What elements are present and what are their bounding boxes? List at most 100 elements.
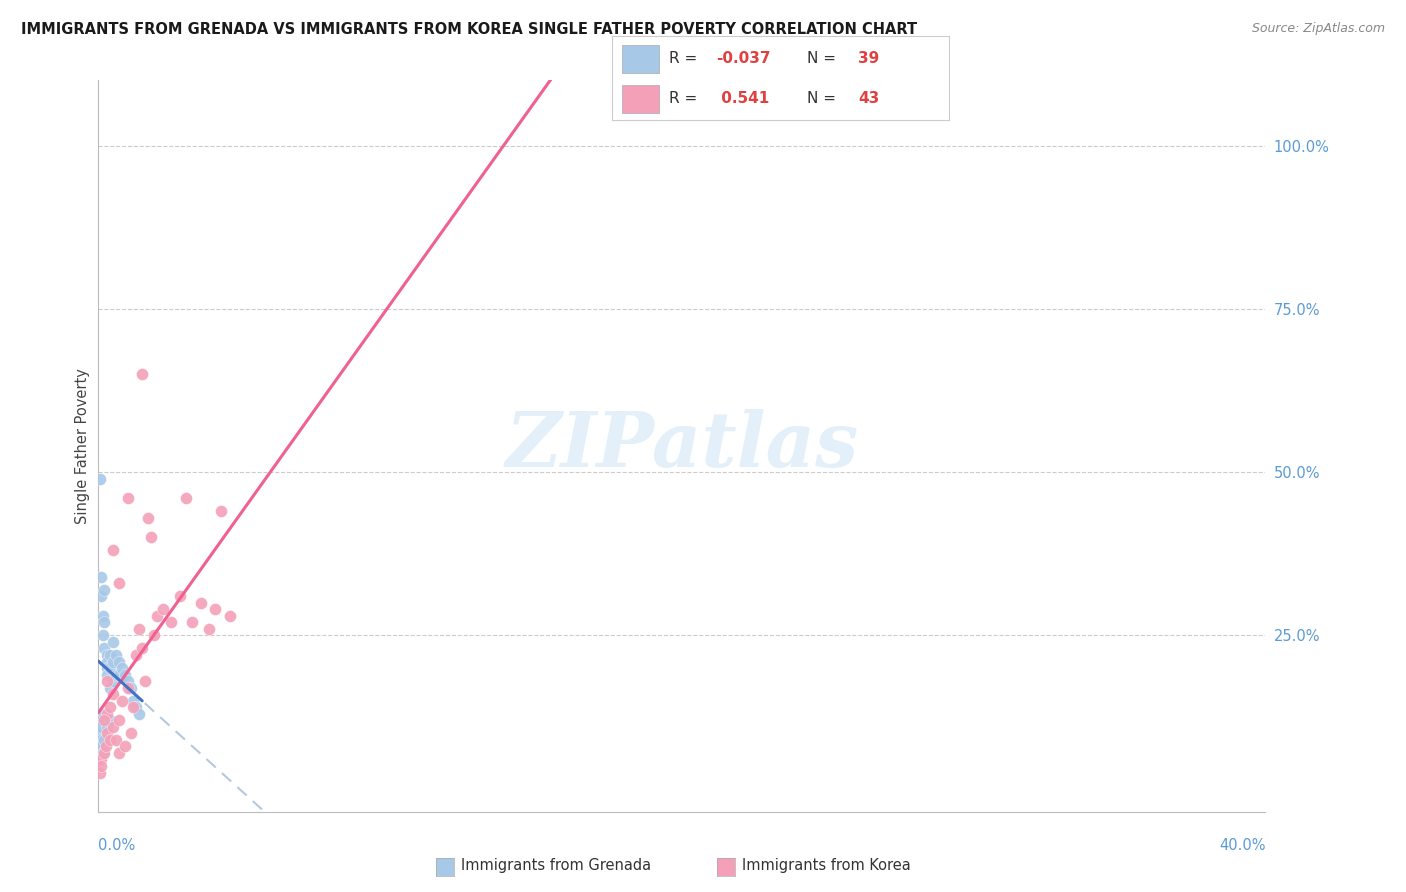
Point: [98, 732, 121, 747]
Point: [90, 759, 112, 773]
Point: [90, 589, 112, 603]
Text: Immigrants from Korea: Immigrants from Korea: [742, 858, 911, 872]
Point: [98, 700, 121, 714]
Point: [93, 706, 115, 721]
Point: [93, 732, 115, 747]
Point: [98, 714, 121, 728]
Point: [96, 720, 118, 734]
Point: [93, 582, 115, 597]
Point: [111, 694, 134, 708]
Point: [128, 622, 150, 636]
Text: Immigrants from Grenada: Immigrants from Grenada: [461, 858, 651, 872]
Text: ZIPatlas: ZIPatlas: [505, 409, 859, 483]
Text: R =: R =: [669, 52, 702, 67]
Point: [146, 608, 169, 623]
Point: [101, 720, 124, 734]
Point: [120, 681, 142, 695]
Y-axis label: Single Father Poverty: Single Father Poverty: [75, 368, 90, 524]
Text: IMMIGRANTS FROM GRENADA VS IMMIGRANTS FROM KOREA SINGLE FATHER POVERTY CORRELATI: IMMIGRANTS FROM GRENADA VS IMMIGRANTS FR…: [21, 22, 917, 37]
Point: [209, 504, 232, 518]
Point: [101, 674, 124, 689]
Point: [96, 674, 118, 689]
Point: [96, 661, 118, 675]
Point: [180, 615, 202, 630]
Point: [117, 491, 139, 506]
Point: [152, 602, 174, 616]
Point: [93, 746, 115, 760]
Text: -0.037: -0.037: [716, 52, 770, 67]
Point: [114, 667, 136, 681]
Point: [108, 714, 131, 728]
Point: [108, 667, 131, 681]
Point: [117, 674, 139, 689]
Point: [90, 569, 112, 583]
Text: 40.0%: 40.0%: [1219, 838, 1265, 853]
FancyBboxPatch shape: [621, 45, 659, 73]
Point: [142, 628, 165, 642]
Text: 43: 43: [858, 91, 879, 106]
Text: 39: 39: [858, 52, 879, 67]
Point: [96, 726, 118, 740]
Point: [90, 732, 112, 747]
Point: [90, 739, 112, 754]
Point: [91, 608, 114, 623]
Point: [104, 732, 127, 747]
Point: [98, 661, 121, 675]
Point: [190, 596, 212, 610]
Point: [125, 648, 148, 662]
Point: [120, 726, 142, 740]
Point: [98, 681, 121, 695]
Point: [134, 674, 156, 689]
Point: [91, 746, 114, 760]
Point: [108, 655, 131, 669]
Point: [89, 726, 111, 740]
Point: [169, 589, 191, 603]
Point: [114, 739, 136, 754]
Point: [108, 746, 131, 760]
Point: [101, 543, 124, 558]
Point: [204, 602, 226, 616]
Point: [125, 700, 148, 714]
Point: [131, 641, 153, 656]
Text: R =: R =: [669, 91, 707, 106]
Point: [96, 706, 118, 721]
Point: [198, 622, 221, 636]
Point: [90, 714, 112, 728]
Point: [91, 628, 114, 642]
Point: [101, 687, 124, 701]
Point: [128, 706, 150, 721]
Point: [90, 752, 112, 766]
Point: [101, 635, 124, 649]
Point: [104, 667, 127, 681]
Text: N =: N =: [807, 91, 841, 106]
Point: [218, 608, 240, 623]
Point: [96, 667, 118, 681]
Point: [98, 648, 121, 662]
Point: [93, 615, 115, 630]
Point: [96, 648, 118, 662]
Point: [89, 472, 111, 486]
Point: [89, 765, 111, 780]
Point: [90, 720, 112, 734]
Point: [122, 700, 145, 714]
Point: [96, 655, 118, 669]
Point: [136, 511, 159, 525]
Text: 0.541: 0.541: [716, 91, 769, 106]
Point: [174, 491, 197, 506]
Point: [93, 714, 115, 728]
FancyBboxPatch shape: [621, 85, 659, 112]
Point: [139, 530, 162, 544]
Text: N =: N =: [807, 52, 841, 67]
Point: [117, 681, 139, 695]
Text: 0.0%: 0.0%: [98, 838, 135, 853]
Point: [131, 367, 153, 381]
Point: [93, 641, 115, 656]
Point: [160, 615, 183, 630]
Point: [104, 648, 127, 662]
Point: [111, 661, 134, 675]
Point: [94, 739, 117, 754]
Point: [122, 694, 145, 708]
Text: Source: ZipAtlas.com: Source: ZipAtlas.com: [1251, 22, 1385, 36]
Point: [108, 576, 131, 591]
Point: [101, 655, 124, 669]
